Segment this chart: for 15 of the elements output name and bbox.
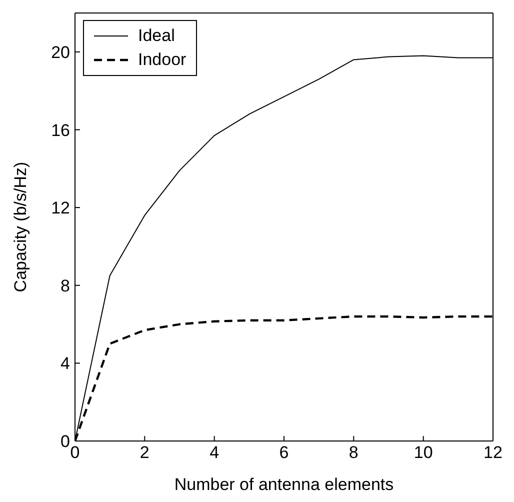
x-tick-label: 10 [414,443,433,462]
y-axis-title: Capacity (b/s/Hz) [11,162,30,292]
y-tick-label: 16 [51,120,70,140]
x-axis-title: Number of antenna elements [174,475,394,494]
legend-label: Indoor [138,49,186,71]
x-tick-label: 6 [279,443,289,462]
y-tick-label: 20 [51,42,70,62]
legend-label: Ideal [138,25,175,47]
y-tick-label: 4 [60,354,70,374]
x-tick-label: 12 [484,443,502,462]
y-tick-label: 12 [51,198,70,218]
x-tick-label: 2 [140,443,150,462]
x-tick-label: 4 [210,443,220,462]
y-tick-label: 8 [60,276,70,296]
x-tick-label: 8 [348,443,358,462]
